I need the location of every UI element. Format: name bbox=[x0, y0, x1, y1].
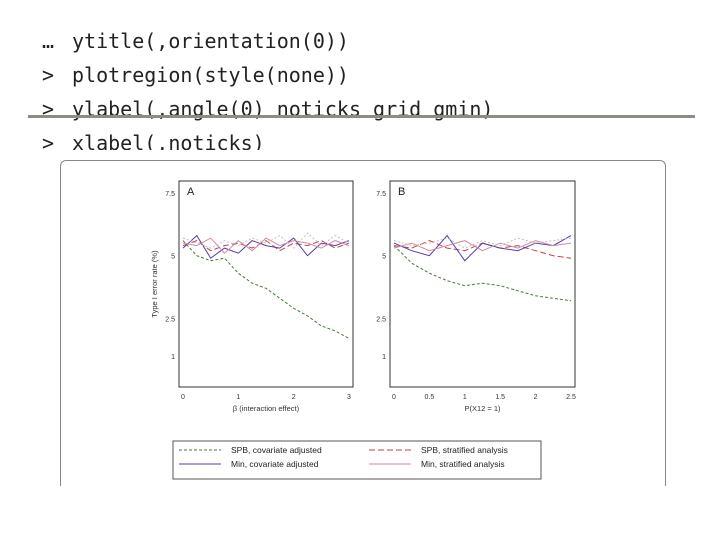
x-tick-label: 0 bbox=[392, 394, 396, 401]
code-area: … ytitle(,orientation(0)) > plotregion(sty… bbox=[0, 0, 720, 150]
panel-label: B bbox=[398, 186, 405, 198]
x-tick-label: 0 bbox=[181, 394, 185, 401]
legend-box bbox=[172, 440, 542, 480]
chart-panel-b: B 7.5 5 2.5 1 0 0.5 1 1.5 2 2.5 P(X12 = 1) bbox=[376, 180, 576, 413]
series-line-extra bbox=[182, 232, 350, 249]
series-line-min_cov bbox=[393, 234, 572, 262]
y-tick-label: 1 bbox=[171, 354, 175, 361]
code-prompt: > bbox=[42, 63, 55, 87]
code-line: > ylabel(,angle(0) noticks grid gmin) bbox=[42, 92, 493, 126]
series-line-min_strat bbox=[393, 240, 572, 252]
code-line: > plotregion(style(none)) bbox=[42, 58, 493, 92]
figure-panel: A 7.5 5 2.5 1 0 1 2 3 β (interaction effect) Type … bbox=[60, 160, 666, 486]
y-axis-label: Type I error rate (%) bbox=[150, 250, 159, 318]
x-tick-label: 2 bbox=[292, 394, 296, 401]
x-tick-label: 2 bbox=[534, 394, 538, 401]
y-tick-label: 5 bbox=[382, 254, 386, 261]
series-line-spb_cov bbox=[393, 245, 572, 302]
x-axis-label: P(X12 = 1) bbox=[464, 404, 501, 413]
y-tick-label: 7.5 bbox=[376, 191, 386, 198]
x-tick-label: 1.5 bbox=[495, 394, 505, 401]
y-tick-label: 7.5 bbox=[165, 191, 175, 198]
x-tick-label: 2.5 bbox=[566, 394, 576, 401]
code-prompt: … bbox=[42, 29, 55, 53]
legend: SPB, covariate adjusted SPB, stratified a… bbox=[172, 440, 542, 480]
series-line-spb_cov bbox=[182, 240, 350, 339]
divider-rule bbox=[28, 115, 695, 118]
code-text: xlabel(,noticks) bbox=[72, 131, 265, 150]
series-line-min_cov bbox=[182, 234, 350, 259]
code-prompt: > bbox=[42, 97, 55, 121]
legend-label: Min, stratified analysis bbox=[421, 459, 505, 469]
x-tick-label: 0.5 bbox=[425, 394, 435, 401]
x-tick-label: 1 bbox=[463, 394, 467, 401]
x-axis-label: β (interaction effect) bbox=[233, 404, 300, 413]
code-line: > xlabel(,noticks) bbox=[42, 126, 493, 150]
legend-label: SPB, covariate adjusted bbox=[231, 445, 322, 455]
code-prompt: > bbox=[42, 131, 55, 150]
y-tick-label: 2.5 bbox=[376, 316, 386, 323]
x-tick-label: 1 bbox=[236, 394, 240, 401]
series-line-min_strat bbox=[182, 237, 350, 254]
y-tick-label: 1 bbox=[382, 354, 386, 361]
code-text: ytitle(,orientation(0)) bbox=[72, 29, 349, 53]
legend-label: SPB, stratified analysis bbox=[421, 445, 508, 455]
y-tick-label: 5 bbox=[171, 254, 175, 261]
code-line: … ytitle(,orientation(0)) bbox=[42, 24, 493, 58]
plot-frame bbox=[389, 180, 576, 388]
x-tick-label: 3 bbox=[347, 394, 351, 401]
panel-label: A bbox=[187, 186, 195, 198]
code-text: plotregion(style(none)) bbox=[72, 63, 349, 87]
series-line-spb_strat bbox=[182, 240, 350, 252]
series-line-extra bbox=[393, 237, 572, 249]
y-tick-label: 2.5 bbox=[165, 316, 175, 323]
code-block: … ytitle(,orientation(0)) > plotregion(sty… bbox=[42, 24, 493, 150]
plot-frame bbox=[178, 180, 354, 388]
chart-panel-a: A 7.5 5 2.5 1 0 1 2 3 β (interaction effect) Type … bbox=[150, 180, 354, 413]
figure-svg: A 7.5 5 2.5 1 0 1 2 3 β (interaction effect) Type … bbox=[150, 180, 576, 480]
legend-label: Min, covariate adjusted bbox=[231, 459, 319, 469]
